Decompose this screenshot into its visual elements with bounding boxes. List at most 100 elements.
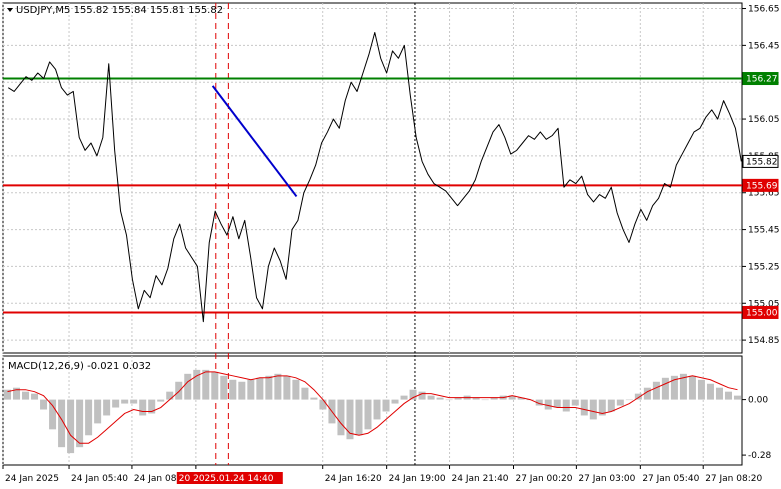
macd-bar — [292, 379, 300, 400]
trendline-segment[interactable] — [211, 85, 298, 198]
macd-bar — [274, 373, 282, 400]
macd-bar — [391, 399, 399, 404]
price-tag — [742, 178, 779, 192]
macd-bar — [229, 379, 237, 400]
time-label: 24 Jan 21:40 — [452, 474, 509, 484]
macd-bar — [481, 399, 489, 401]
macd-bar — [517, 397, 525, 400]
macd-signal-line — [7, 371, 738, 444]
macd-bar — [247, 379, 255, 400]
macd-bar — [148, 399, 156, 414]
macd-bar — [238, 381, 246, 400]
price-tick-label: 155.45 — [748, 226, 780, 236]
macd-panel-frame[interactable] — [2, 355, 743, 466]
price-tag-label: 155.00 — [746, 308, 778, 318]
macd-signal — [7, 371, 738, 444]
macd-bar — [265, 375, 273, 400]
macd-bar — [58, 399, 66, 448]
macd-bar — [301, 387, 309, 400]
macd-bar — [724, 391, 732, 400]
macd-bar — [157, 399, 165, 402]
macd-bar — [607, 399, 615, 412]
price-tag-label: 155.69 — [746, 181, 778, 191]
time-label: 24 Jan 16:20 — [325, 474, 382, 484]
macd-bar — [490, 397, 498, 400]
macd-bar — [31, 393, 39, 400]
macd-bar — [202, 369, 210, 400]
macd-bar — [688, 375, 696, 400]
price-tick-label: 155.65 — [748, 189, 780, 199]
macd-bar — [112, 399, 120, 408]
macd-tick-label: 0.00 — [748, 396, 768, 406]
macd-tick-label: -0.28 — [748, 451, 772, 461]
trendline[interactable] — [211, 85, 298, 198]
macd-histogram — [4, 369, 741, 454]
price-tag — [742, 72, 779, 86]
macd-bar — [184, 373, 192, 400]
price-tag-label: 156.27 — [746, 75, 778, 85]
macd-bar — [67, 399, 75, 454]
macd-bar — [706, 383, 714, 400]
macd-bar — [715, 387, 723, 400]
macd-bar — [616, 399, 624, 406]
macd-bar — [85, 399, 93, 436]
macd-bar — [40, 399, 48, 410]
price-tag — [742, 154, 779, 168]
time-label: 27 Jan 00:20 — [515, 474, 572, 484]
macd-bar — [130, 399, 138, 404]
time-label: 24 Jan 05:40 — [71, 474, 128, 484]
macd-bar — [571, 399, 579, 406]
price-chart-title: USDJPY,M5 155.82 155.84 155.81 155.82 — [16, 5, 223, 16]
macd-bar — [94, 399, 102, 424]
macd-bar — [175, 381, 183, 400]
time-marker-tag — [176, 472, 283, 484]
time-marker-label: 20 2025.01.24 14:40 — [179, 474, 274, 484]
macd-bar — [49, 399, 57, 430]
price-tick-label: 156.65 — [748, 5, 780, 15]
macd-bar — [4, 389, 12, 400]
macd-bar — [670, 375, 678, 400]
time-label: 24 Jan 2025 — [5, 474, 59, 484]
price-grid — [2, 3, 742, 353]
macd-bar — [382, 399, 390, 412]
macd-bar — [445, 399, 453, 401]
macd-axis-ticks: 0.00 -0.28 — [742, 396, 772, 461]
macd-bar — [580, 399, 588, 416]
macd-bar — [373, 399, 381, 420]
price-panel-frame[interactable] — [2, 2, 743, 354]
horizontal-levels — [3, 77, 742, 314]
macd-bar — [283, 375, 291, 400]
macd-bar — [454, 397, 462, 400]
time-label: 27 Jan 05:40 — [642, 474, 699, 484]
macd-bar — [589, 399, 597, 420]
macd-bar — [625, 399, 633, 401]
price-tick-label: 155.05 — [748, 299, 780, 309]
macd-bar — [598, 399, 606, 416]
macd-bar — [211, 371, 219, 400]
macd-bar — [121, 399, 129, 404]
macd-bar — [427, 395, 435, 400]
price-tag-label: 155.82 — [746, 157, 778, 167]
triangle-down-icon[interactable] — [7, 8, 13, 12]
macd-bar — [193, 369, 201, 400]
macd-bar — [76, 399, 84, 448]
macd-bar — [400, 395, 408, 400]
macd-bar — [418, 391, 426, 400]
macd-bar — [166, 391, 174, 400]
price-axis-tags: 156.27 155.82 155.69 155.00 — [742, 72, 779, 319]
macd-bar — [472, 397, 480, 400]
macd-bar — [544, 399, 552, 410]
macd-bar — [346, 399, 354, 440]
macd-bar — [364, 399, 372, 430]
macd-bar — [355, 399, 363, 436]
macd-bar — [22, 391, 30, 400]
price-tag — [742, 305, 779, 319]
macd-bar — [697, 379, 705, 400]
price-tick-label: 154.85 — [748, 336, 780, 346]
price-line — [7, 31, 742, 323]
macd-title: MACD(12,26,9) -0.021 0.032 — [8, 361, 151, 372]
macd-bar — [337, 399, 345, 436]
macd-bar — [310, 397, 318, 400]
